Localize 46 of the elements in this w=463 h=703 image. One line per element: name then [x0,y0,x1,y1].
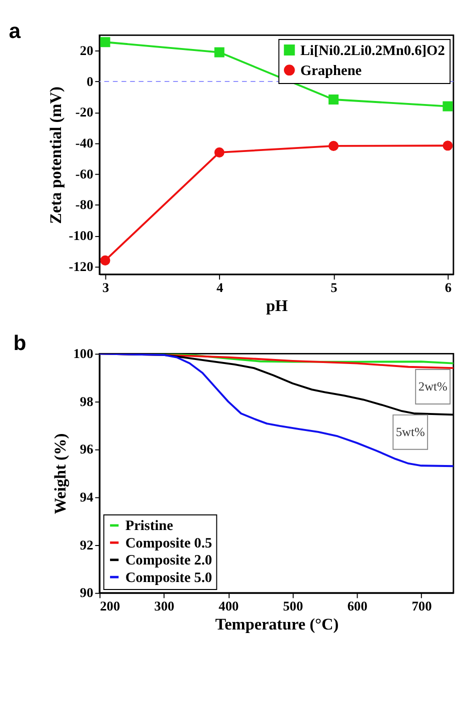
y-tick-label: 96 [80,442,94,457]
annotation: 2wt% [418,380,448,394]
y-tick-label: 92 [80,537,94,552]
point [100,37,110,48]
y-tick-label: -100 [68,228,94,244]
point [214,147,224,158]
y-tick-label: 100 [73,346,94,362]
x-tick-label: 200 [100,598,120,614]
point [328,94,339,105]
legend-label: Pristine [125,518,174,534]
chart-title: a [8,20,21,44]
point [328,140,339,151]
legend-label: Li[Ni0.2Li0.2Mn0.6]O2 [300,42,445,59]
legend-label: Composite 0.5 [125,535,212,552]
y-tick-label: -40 [75,135,94,150]
point [100,255,110,266]
legend-label: Composite 2.0 [125,552,212,569]
y-axis-title: Weight (%) [52,433,70,514]
y-tick-label: -120 [68,258,94,274]
x-tick-label: 3 [102,280,110,296]
y-tick-label: -60 [75,166,94,182]
x-tick-label: 4 [216,280,224,296]
x-tick-label: 600 [347,598,368,614]
y-tick-label: 94 [80,490,94,505]
y-tick-label: 20 [80,42,94,58]
x-tick-label: 300 [154,598,175,614]
legend-label: Composite 5.0 [125,570,212,586]
legend-label: Graphene [300,62,362,79]
x-tick-label: 5 [330,280,338,296]
x-tick-label: 700 [412,598,432,614]
y-tick-label: 0 [86,74,94,89]
y-tick-label: -80 [75,197,94,212]
x-tick-label: 6 [444,280,452,296]
chart-title: b [13,332,26,355]
annotation: 5wt% [396,424,425,439]
point [442,140,453,151]
x-axis-title: pH [266,297,288,316]
point [214,47,224,58]
y-tick-label: 98 [80,394,94,409]
y-axis-title: Zeta potential (mV) [47,86,66,224]
x-axis-title: Temperature (°C) [215,616,339,634]
y-tick-label: -20 [75,104,94,120]
x-tick-label: 500 [282,598,304,614]
x-tick-label: 400 [218,598,240,614]
y-tick-label: 90 [80,585,94,600]
point [442,101,453,112]
